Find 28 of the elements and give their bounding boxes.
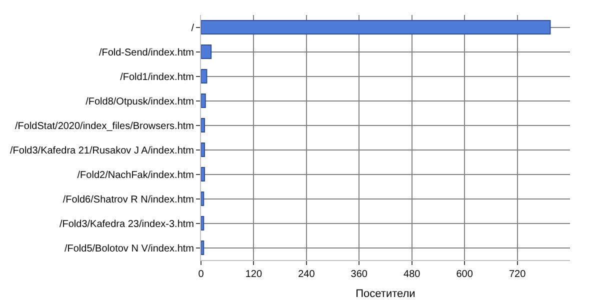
- x-tick-label: 360: [350, 269, 368, 280]
- y-tick-label: /: [191, 22, 194, 34]
- x-tick-label: 120: [245, 269, 262, 280]
- x-tick-label: 0: [198, 269, 204, 280]
- x-tick-label: 480: [404, 269, 421, 280]
- x-axis-title: Посетители: [356, 288, 416, 300]
- y-tick-label: /Fold2/NachFak/index.htm: [77, 170, 194, 181]
- y-tick-label: /Fold-Send/index.htm: [98, 47, 194, 58]
- bar: [201, 240, 204, 255]
- bar: [201, 44, 212, 59]
- y-tick-label: /Fold3/Kafedra 21/Rusakov J A/index.htm: [10, 145, 194, 156]
- bar: [201, 20, 551, 34]
- y-tick-label: /FoldStat/2020/index_files/Browsers.htm: [15, 120, 194, 132]
- bar: [201, 216, 204, 230]
- bar: [201, 69, 208, 84]
- x-tick-label: 720: [508, 269, 526, 280]
- x-tick-label: 240: [298, 269, 316, 280]
- bar: [201, 167, 206, 182]
- y-tick-label: /Fold6/Shatrov R N/index.htm: [62, 194, 194, 206]
- y-tick-label: /Fold8/Otpusk/index.htm: [86, 96, 194, 108]
- y-tick-label: /Fold5/Bolotov N V/index.htm: [64, 243, 194, 254]
- x-tick-label: 600: [456, 269, 474, 280]
- bar: [201, 192, 204, 206]
- y-tick-label: /Fold3/Kafedra 23/index-3.htm: [59, 218, 194, 230]
- bar: [201, 94, 206, 108]
- bar: [201, 142, 206, 157]
- y-tick-label: /Fold1/index.htm: [120, 72, 194, 83]
- bar: [201, 118, 206, 132]
